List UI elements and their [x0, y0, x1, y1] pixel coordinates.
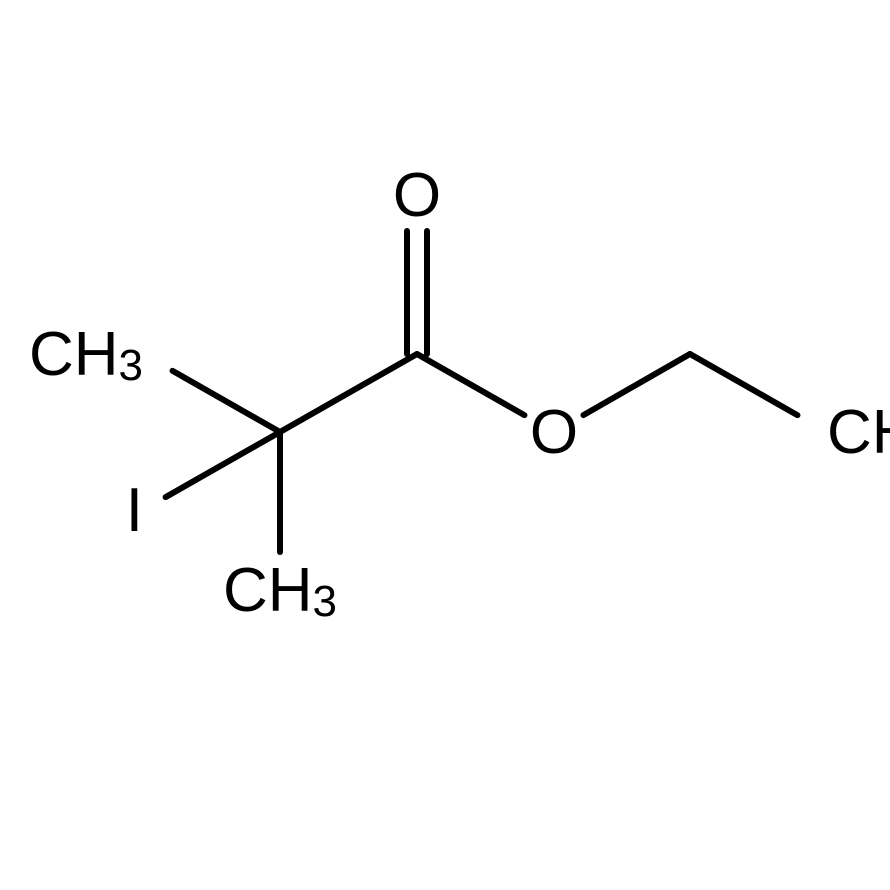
atom-label-C_eth2: CH3 — [827, 398, 890, 468]
atom-label-I: I — [126, 476, 143, 545]
atom-label-C_me_top: CH3 — [29, 320, 143, 390]
atom-label-C_me_bot: CH3 — [223, 556, 337, 626]
atom-label-O_top: O — [393, 161, 441, 230]
bonds-group — [166, 231, 798, 552]
atom-label-O_ester: O — [530, 398, 578, 467]
chemical-structure-diagram: O O CH3 CH3 CH3 I — [0, 0, 890, 890]
